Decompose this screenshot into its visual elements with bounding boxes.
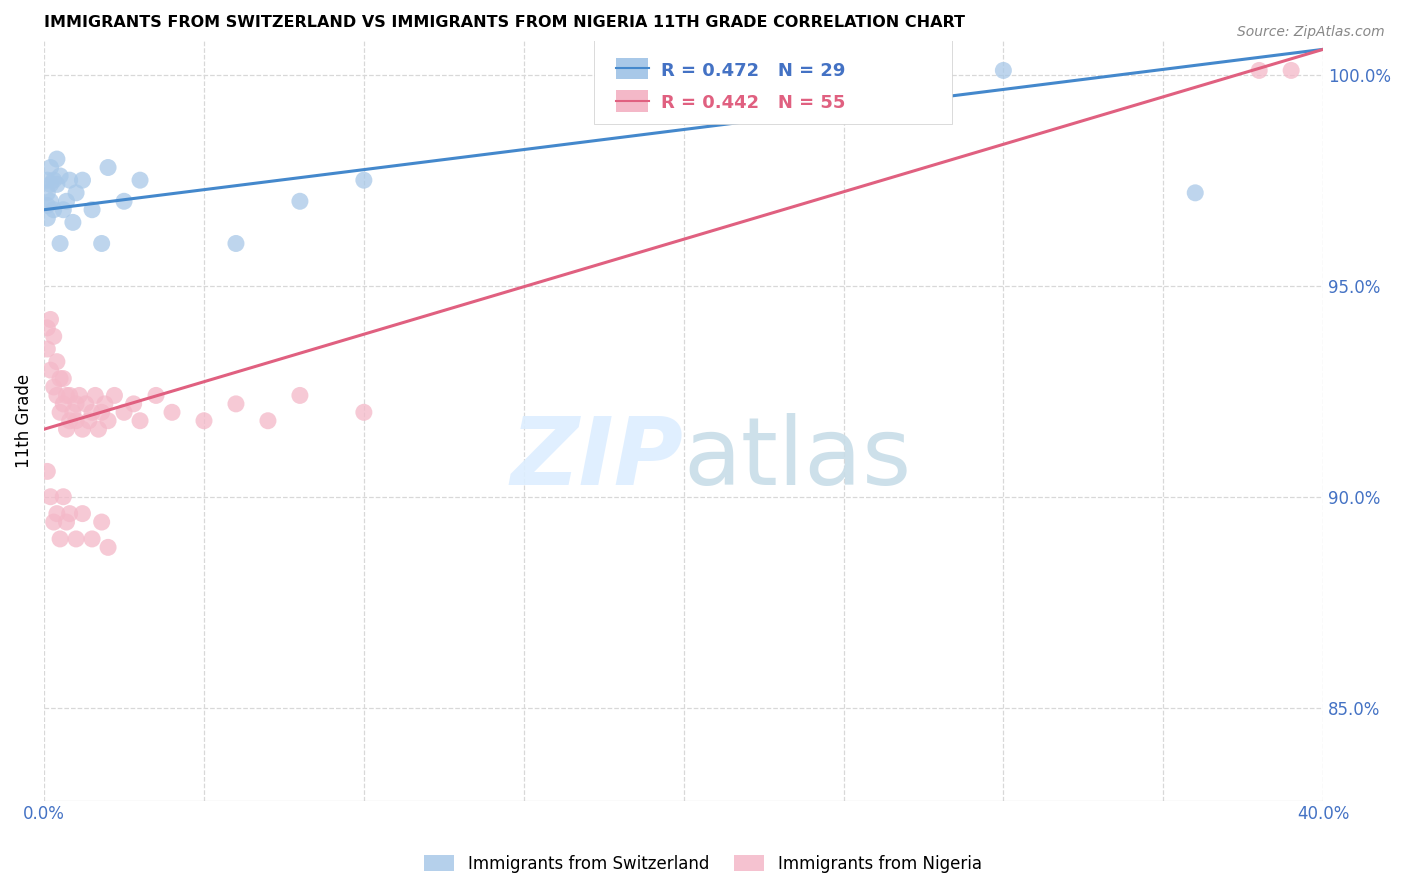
FancyBboxPatch shape [616, 90, 648, 112]
Point [1184, 186, 1206, 200]
Point [84, 388, 107, 402]
Point [103, 388, 125, 402]
Point [353, 173, 375, 187]
Point [45, 388, 67, 402]
Point [59, 388, 82, 402]
Point [49, 371, 72, 385]
Point [1249, 63, 1271, 78]
Point [49, 405, 72, 419]
Point [55, 388, 77, 402]
Point [288, 388, 311, 402]
Point [45, 354, 67, 368]
Point [45, 178, 67, 192]
Point [72, 507, 94, 521]
Point [225, 397, 247, 411]
Point [55, 515, 77, 529]
Point [49, 236, 72, 251]
Point [65, 414, 87, 428]
Text: R = 0.472   N = 29: R = 0.472 N = 29 [661, 62, 845, 79]
Point [288, 194, 311, 209]
Point [90, 236, 112, 251]
Point [72, 422, 94, 436]
Point [112, 194, 135, 209]
Point [59, 173, 82, 187]
Point [62, 215, 84, 229]
Text: R = 0.442   N = 55: R = 0.442 N = 55 [661, 95, 845, 112]
Point [129, 414, 152, 428]
Point [52, 202, 75, 217]
Point [55, 194, 77, 209]
Point [37, 342, 59, 356]
Point [39, 178, 62, 192]
Point [65, 397, 87, 411]
Point [37, 211, 59, 226]
FancyBboxPatch shape [595, 37, 952, 125]
Point [67, 388, 90, 402]
Point [65, 186, 87, 200]
Point [42, 380, 65, 394]
Point [90, 405, 112, 419]
Point [59, 414, 82, 428]
Point [52, 397, 75, 411]
Point [160, 405, 183, 419]
Point [145, 388, 167, 402]
Point [87, 422, 110, 436]
Point [42, 329, 65, 343]
Point [72, 173, 94, 187]
Point [97, 161, 120, 175]
FancyBboxPatch shape [616, 58, 648, 78]
Text: atlas: atlas [683, 413, 912, 505]
Text: ZIP: ZIP [510, 413, 683, 505]
Point [42, 515, 65, 529]
Point [353, 405, 375, 419]
Point [62, 405, 84, 419]
Point [59, 507, 82, 521]
Point [993, 63, 1015, 78]
Text: IMMIGRANTS FROM SWITZERLAND VS IMMIGRANTS FROM NIGERIA 11TH GRADE CORRELATION CH: IMMIGRANTS FROM SWITZERLAND VS IMMIGRANT… [44, 15, 965, 30]
Point [52, 371, 75, 385]
Point [45, 152, 67, 166]
Point [42, 173, 65, 187]
Point [55, 422, 77, 436]
Point [75, 397, 97, 411]
Point [49, 169, 72, 183]
Point [37, 321, 59, 335]
Point [80, 202, 103, 217]
Point [122, 397, 145, 411]
Legend: Immigrants from Switzerland, Immigrants from Nigeria: Immigrants from Switzerland, Immigrants … [418, 848, 988, 880]
Point [39, 194, 62, 209]
Point [65, 532, 87, 546]
Point [225, 236, 247, 251]
Point [129, 173, 152, 187]
Point [112, 405, 135, 419]
Point [97, 414, 120, 428]
Y-axis label: 11th Grade: 11th Grade [15, 374, 32, 467]
Point [80, 532, 103, 546]
Point [90, 515, 112, 529]
Point [97, 541, 120, 555]
Point [49, 532, 72, 546]
Point [94, 397, 117, 411]
Point [39, 161, 62, 175]
Point [77, 414, 100, 428]
Point [37, 198, 59, 212]
Point [37, 186, 59, 200]
Point [45, 507, 67, 521]
Point [37, 173, 59, 187]
Point [42, 202, 65, 217]
Point [39, 490, 62, 504]
Point [52, 490, 75, 504]
Point [193, 414, 215, 428]
Text: Source: ZipAtlas.com: Source: ZipAtlas.com [1237, 25, 1385, 39]
Point [80, 405, 103, 419]
Point [1279, 63, 1302, 78]
Point [37, 464, 59, 478]
Point [39, 312, 62, 326]
Point [39, 363, 62, 377]
Point [257, 414, 280, 428]
